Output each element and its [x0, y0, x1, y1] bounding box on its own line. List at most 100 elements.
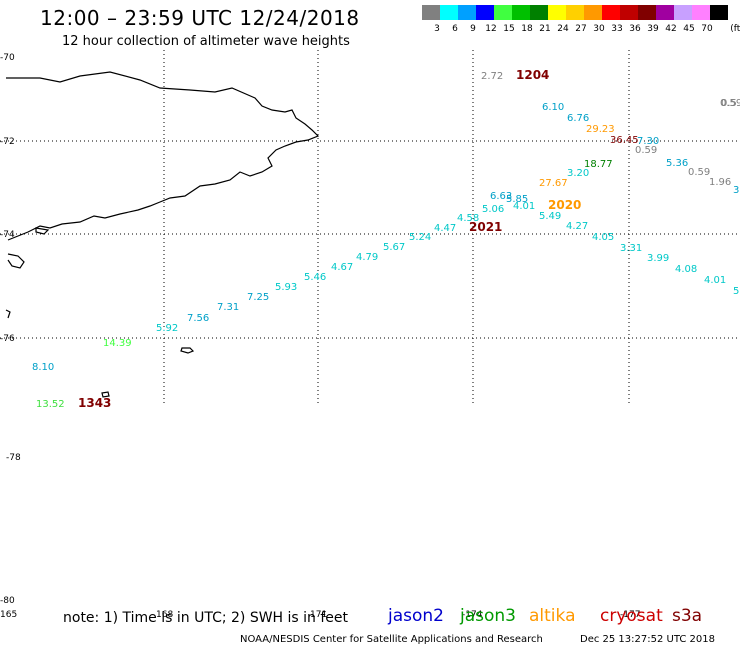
wave-height-value: 7.56: [187, 313, 209, 324]
legend-label: 30: [593, 24, 605, 34]
longitude-label: 171: [310, 610, 327, 620]
wave-height-value: 7.25: [247, 292, 269, 303]
wave-height-value: 6.10: [542, 102, 564, 113]
legend-label: 39: [647, 24, 659, 34]
legend-swatch: [638, 5, 656, 20]
satellite-cryosat: cryosat: [600, 606, 663, 626]
wave-height-value: 6.63: [490, 191, 512, 202]
wave-height-value: 4.05: [592, 232, 614, 243]
wave-height-value: 6.76: [567, 113, 589, 124]
wave-height-value: 3.20: [567, 168, 589, 179]
latitude-label: -76: [0, 334, 15, 344]
pass-time-label: 2021: [469, 220, 502, 234]
page-subtitle: 12 hour collection of altimeter wave hei…: [62, 34, 350, 49]
credit-line: NOAA/NESDIS Center for Satellite Applica…: [240, 634, 543, 645]
wave-height-value: 3.31: [620, 243, 642, 254]
latitude-label: -70: [0, 53, 15, 63]
wave-height-value: 4.58: [457, 213, 479, 224]
legend-label: 15: [503, 24, 515, 34]
satellite-jason2: jason2: [388, 606, 444, 626]
latitude-label: -78: [6, 453, 21, 463]
generated-timestamp: Dec 25 13:27:52 UTC 2018: [580, 634, 715, 645]
satellite-s3a: s3a: [672, 606, 703, 626]
wave-height-value: 5.06: [482, 204, 504, 215]
longitude-label: -177: [620, 610, 640, 620]
pass-time-label: 1204: [516, 68, 549, 82]
wave-height-value: 0.59: [688, 167, 710, 178]
island-path: [101, 391, 110, 398]
legend-swatch: [476, 5, 494, 20]
legend-swatch: [584, 5, 602, 20]
legend-swatch: [548, 5, 566, 20]
wave-height-value: 5.36: [666, 158, 688, 169]
legend-label: 27: [575, 24, 587, 34]
satellite-jason3: jason3: [460, 606, 516, 626]
longitude-label: 168: [156, 610, 173, 620]
wave-height-value: 4.79: [356, 252, 378, 263]
wave-height-value: 29.23: [586, 124, 615, 135]
legend-swatch: [458, 5, 476, 20]
wave-height-value: 4.08: [675, 264, 697, 275]
wave-height-value: 27.67: [539, 178, 568, 189]
wave-height-value: 7.31: [217, 302, 239, 313]
legend-swatch: [566, 5, 584, 20]
legend-label: 45: [683, 24, 695, 34]
wave-height-value: 5.24: [409, 232, 431, 243]
legend-swatch: [494, 5, 512, 20]
legend-label: 6: [452, 24, 458, 34]
legend-swatch: [440, 5, 458, 20]
legend-swatch: [422, 5, 440, 20]
footer-note: note: 1) Time is in UTC; 2) SWH is in fe…: [63, 610, 349, 626]
legend-unit: (ft): [730, 24, 740, 34]
legend-swatch: [602, 5, 620, 20]
wave-height-value: 5.92: [156, 323, 178, 334]
wave-height-value: 0.59: [635, 145, 657, 156]
coastline-path: [35, 227, 50, 235]
legend-swatch: [512, 5, 530, 20]
wave-height-value: 5.49: [539, 211, 561, 222]
wave-height-value: 5.93: [275, 282, 297, 293]
wave-height-value: 0.5: [721, 98, 737, 109]
wave-height-value: 8.10: [32, 362, 54, 373]
wave-height-value: 18.77: [584, 159, 613, 170]
legend-label: 36: [629, 24, 641, 34]
longitude-label: -174: [462, 610, 483, 620]
wave-height-value: 7.30: [637, 136, 659, 147]
wave-height-value: 5.46: [304, 272, 326, 283]
wave-height-value: 3: [733, 185, 739, 196]
wave-height-value: 3.99: [647, 253, 669, 264]
legend-swatch: [710, 5, 728, 20]
legend-label: 9: [470, 24, 476, 34]
wave-height-value: 13.52: [36, 399, 65, 410]
wave-height-value: 2.72: [481, 71, 503, 82]
pass-time-label: 1343: [78, 396, 111, 410]
legend-label: 21: [539, 24, 551, 34]
graticule: [0, 50, 740, 405]
pass-time-label: 2020: [548, 198, 581, 212]
legend-swatch: [692, 5, 710, 20]
legend-label: 33: [611, 24, 623, 34]
latitude-label: -72: [0, 137, 15, 147]
wave-height-value: 4.27: [566, 221, 588, 232]
legend-swatch: [656, 5, 674, 20]
latitude-label: -74: [0, 230, 15, 240]
wave-height-value: 1.96: [709, 177, 731, 188]
legend-label: 42: [665, 24, 677, 34]
wave-height-value: 5: [733, 286, 739, 297]
wave-height-value: 0.59: [720, 98, 740, 109]
legend-swatch: [530, 5, 548, 20]
latitude-label: -80: [0, 596, 15, 606]
legend-swatch: [674, 5, 692, 20]
island-path: [180, 347, 195, 354]
legend-label: 24: [557, 24, 569, 34]
legend-label: 70: [701, 24, 713, 34]
wave-height-value: 4.67: [331, 262, 353, 273]
wave-height-value: 4.01: [513, 201, 535, 212]
wave-height-value: 5.85: [506, 194, 528, 205]
page-title: 12:00 – 23:59 UTC 12/24/2018: [40, 6, 360, 30]
legend-label: 18: [521, 24, 533, 34]
legend-swatch: [620, 5, 638, 20]
coastline-path: [7, 253, 25, 269]
wave-height-value: 5.67: [383, 242, 405, 253]
